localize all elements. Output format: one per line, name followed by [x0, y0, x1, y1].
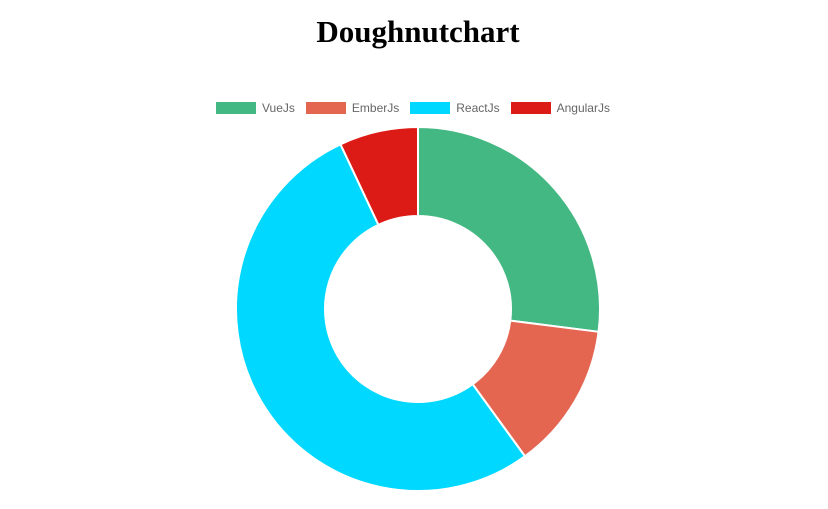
legend-item-vuejs[interactable]: VueJs [216, 101, 295, 115]
legend-item-reactjs[interactable]: ReactJs [410, 101, 500, 115]
legend-swatch-vuejs [216, 102, 256, 114]
chart-title: Doughnutchart [316, 14, 520, 49]
legend-swatch-reactjs [410, 102, 451, 114]
legend-label-emberjs: EmberJs [351, 101, 400, 115]
slice-reactjs[interactable] [235, 142, 527, 492]
legend-swatch-emberjs [305, 102, 346, 114]
chart-legend: VueJs EmberJs ReactJs AngularJs [0, 101, 826, 115]
legend-item-angularjs[interactable]: AngularJs [510, 101, 610, 115]
legend-label-reactjs: ReactJs [456, 101, 500, 115]
slice-angularjs[interactable] [339, 125, 419, 227]
legend-swatch-angularjs [510, 102, 551, 114]
legend-label-angularjs: AngularJs [556, 101, 610, 115]
legend-item-emberjs[interactable]: EmberJs [305, 101, 400, 115]
legend-label-vuejs: VueJs [262, 101, 295, 115]
slice-vuejs[interactable] [417, 125, 601, 333]
